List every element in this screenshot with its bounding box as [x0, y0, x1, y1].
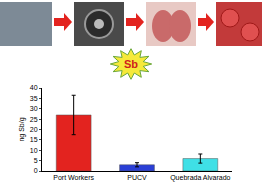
svg-text:Sb: Sb — [124, 58, 138, 70]
svg-text:Quebrada Alvarado: Quebrada Alvarado — [170, 174, 230, 182]
svg-text:25: 25 — [30, 116, 38, 123]
svg-text:ng Sb/g: ng Sb/g — [18, 117, 26, 141]
svg-text:15: 15 — [30, 136, 38, 143]
svg-text:PUCV: PUCV — [127, 174, 147, 181]
svg-text:30: 30 — [30, 105, 38, 112]
svg-text:10: 10 — [30, 147, 38, 154]
svg-text:20: 20 — [30, 126, 38, 133]
svg-text:0: 0 — [34, 167, 38, 174]
svg-text:35: 35 — [30, 95, 38, 102]
svg-text:5: 5 — [34, 157, 38, 164]
svg-text:Port Workers: Port Workers — [53, 174, 94, 181]
svg-text:40: 40 — [30, 84, 38, 91]
